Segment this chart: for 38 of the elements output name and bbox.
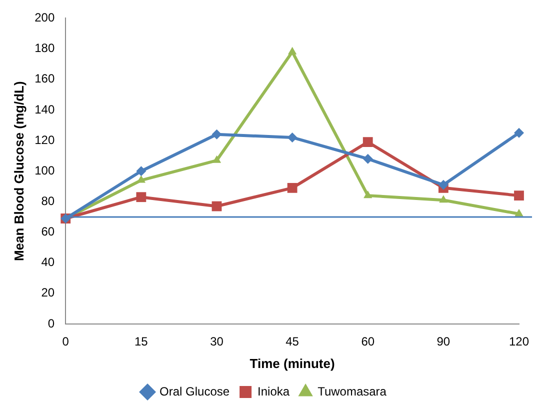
x-tick-label: 120 xyxy=(508,334,530,349)
point xyxy=(136,166,146,176)
x-tick-label: 45 xyxy=(286,334,300,349)
y-tick-label: 200 xyxy=(34,10,55,25)
y-tick-label: 120 xyxy=(34,132,55,147)
point xyxy=(362,154,373,164)
x-tick-label: 90 xyxy=(436,334,450,349)
legend-label: Inioka xyxy=(258,384,290,398)
point xyxy=(136,192,146,202)
point xyxy=(439,195,448,203)
point xyxy=(212,201,222,212)
point xyxy=(364,190,372,198)
x-tick-label: 30 xyxy=(210,334,224,349)
x-tick-label: 0 xyxy=(62,334,70,349)
y-tick-label: 80 xyxy=(41,194,55,208)
x-tick-label: 15 xyxy=(134,334,148,349)
y-tick-label: 100 xyxy=(34,163,55,178)
y-tick-label: 20 xyxy=(41,286,55,300)
y-tick-label: 160 xyxy=(34,72,55,86)
point xyxy=(362,137,373,147)
x-tick-label: 60 xyxy=(361,334,375,349)
y-tick-label: 180 xyxy=(34,41,55,56)
point xyxy=(514,128,524,138)
point xyxy=(212,155,222,163)
y-tick-label: 40 xyxy=(41,255,55,270)
y-tick-label: 0 xyxy=(48,316,55,330)
y-axis-title: Mean Blood Glucose (mg/dL) xyxy=(11,81,26,262)
y-tick-label: 60 xyxy=(41,224,55,239)
x-axis-title: Time (minute) xyxy=(250,356,335,371)
point xyxy=(514,190,524,201)
legend-label: Tuwomasara xyxy=(318,384,387,398)
point xyxy=(287,182,298,193)
point xyxy=(287,132,298,142)
y-tick-label: 140 xyxy=(34,102,55,116)
point xyxy=(212,129,222,140)
point xyxy=(438,180,448,190)
legend-label: Oral Glucose xyxy=(160,384,230,398)
point xyxy=(288,46,297,54)
